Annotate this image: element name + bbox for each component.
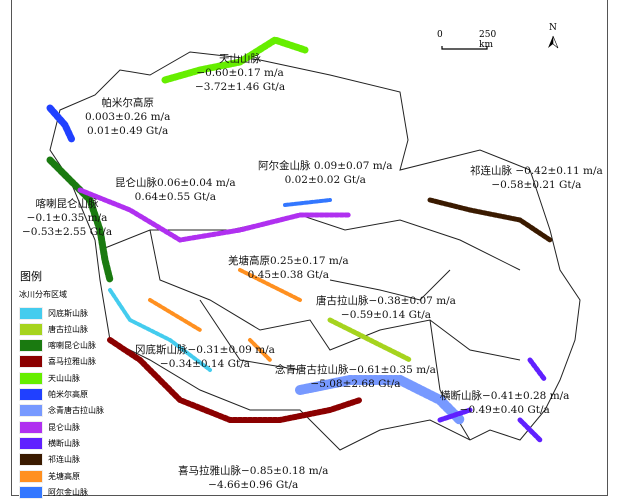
label-tianshan: 天山山脉 −0.60±0.17 m/a −3.72±1.46 Gt/a (195, 53, 286, 93)
legend-item: 羌塘高原 (19, 469, 80, 483)
label-pamir: 帕米尔高原 0.003±0.26 m/a 0.01±0.49 Gt/a (85, 97, 171, 137)
glacier-area (427, 197, 553, 243)
legend-item: 念青唐古拉山脉 (19, 404, 104, 418)
legend-label: 念青唐古拉山脉 (48, 406, 104, 416)
legend-label: 冈底斯山脉 (48, 308, 88, 318)
legend-swatch (19, 339, 43, 353)
legend-item: 喜马拉雅山脉 (19, 355, 96, 369)
region-boundary-inner (99, 214, 521, 441)
legend-subtitle: 冰川分布区域 (19, 290, 67, 299)
legend-swatch (19, 420, 43, 434)
glacier-area (437, 357, 548, 443)
map-border (11, 0, 608, 496)
label-hengduan: 横断山脉−0.41±0.28 m/a −0.49±0.40 Gt/a (440, 390, 570, 416)
legend-swatch (19, 306, 43, 320)
legend-swatch (19, 322, 43, 336)
north-label: N (549, 23, 557, 33)
label-karakoram: 喀喇昆仑山脉 −0.1±0.35 m/a −0.53±2.55 Gt/a (22, 198, 113, 238)
label-kunlun: 昆仑山脉0.06±0.04 m/a 0.64±0.55 Gt/a (115, 177, 236, 203)
glacier-area (108, 288, 212, 372)
legend-swatch (19, 453, 43, 467)
label-himalaya: 喜马拉雅山脉−0.85±0.18 m/a −4.66±0.96 Gt/a (178, 465, 329, 491)
legend-item: 祁连山脉 (19, 453, 80, 467)
legend-item: 横断山脉 (19, 436, 80, 450)
legend-label: 帕米尔高原 (48, 390, 88, 399)
legend-item: 天山山脉 (19, 371, 80, 385)
legend-swatch (19, 371, 43, 385)
legend-swatch (19, 436, 43, 450)
glacier-area (327, 317, 413, 363)
glacier-area (295, 375, 465, 425)
scale-end: 250 km (479, 30, 497, 50)
legend-item: 昆仑山脉 (19, 420, 80, 434)
legend-item: 唐古拉山脉 (19, 322, 88, 336)
legend-label: 喀喇昆仑山脉 (48, 341, 96, 351)
scale-bar (441, 46, 488, 50)
label-altun: 阿尔金山脉 0.09±0.07 m/a 0.02±0.02 Gt/a (258, 160, 393, 186)
glacier-area (161, 36, 309, 84)
legend-swatch (19, 355, 43, 369)
legend-label: 羌塘高原 (48, 471, 80, 481)
label-tanggula: 唐古拉山脉−0.38±0.07 m/a −0.59±0.14 Gt/a (316, 295, 456, 321)
legend-label: 阿尔金山脉 (48, 487, 88, 497)
legend-swatch (19, 485, 43, 499)
legend-item: 冈底斯山脉 (19, 306, 88, 320)
label-gangdise: 冈底斯山脉−0.31±0.09 m/a −0.34±0.14 Gt/a (135, 344, 275, 370)
legend-swatch (19, 388, 43, 401)
legend-label: 喜马拉雅山脉 (48, 357, 96, 367)
legend-label: 祁连山脉 (48, 455, 80, 465)
label-qiangtang: 羌塘高原0.25±0.17 m/a 0.45±0.38 Gt/a (228, 255, 349, 281)
glacier-area (77, 187, 353, 243)
legend-item: 阿尔金山脉 (19, 485, 88, 499)
legend-label: 唐古拉山脉 (48, 324, 88, 334)
scale-zero: 0 (437, 30, 443, 40)
legend-item: 喀喇昆仑山脉 (19, 339, 96, 353)
glacier-area (107, 337, 363, 423)
glacier-area (46, 156, 114, 284)
region-boundary-outer (49, 51, 581, 451)
label-nyainqentanglha: 念青唐古拉山脉−0.61±0.35 m/a −5.08±2.68 Gt/a (275, 364, 436, 390)
glacier-area (283, 198, 332, 207)
label-qilian: 祁连山脉 −0.42±0.11 m/a −0.58±0.21 Gt/a (470, 165, 603, 191)
legend-swatch (19, 469, 43, 483)
legend-label: 天山山脉 (48, 373, 80, 383)
north-arrow-icon (548, 35, 559, 49)
legend-label: 横断山脉 (48, 438, 80, 448)
glacier-area (46, 104, 76, 144)
legend-swatch (19, 404, 43, 418)
glacier-area (148, 268, 302, 362)
legend-item: 帕米尔高原 (19, 388, 88, 402)
legend-label: 昆仑山脉 (48, 422, 80, 432)
legend-title: 图例 (20, 270, 42, 283)
